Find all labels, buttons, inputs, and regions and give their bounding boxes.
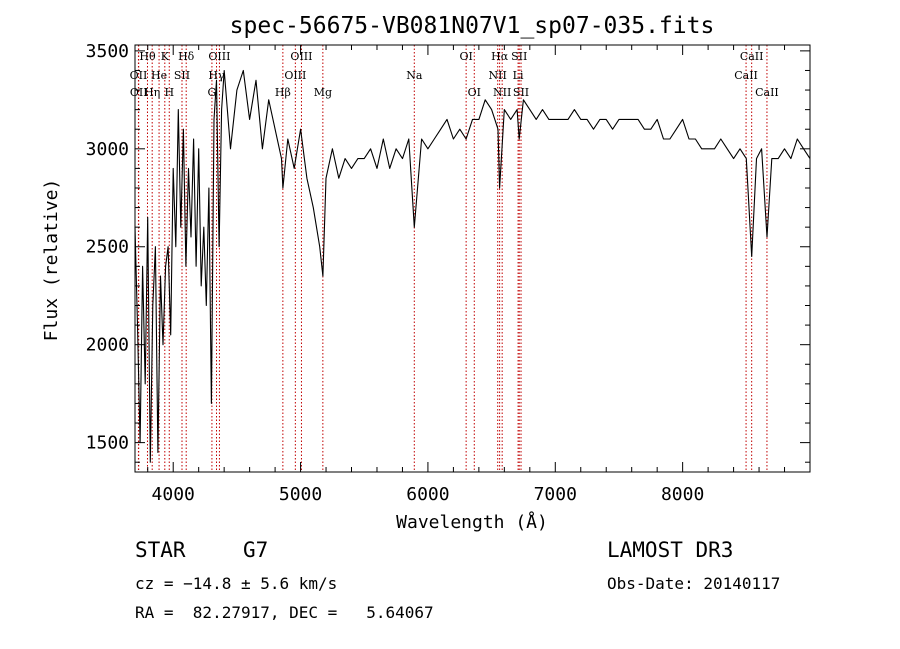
x-tick-label: 7000	[534, 484, 577, 505]
spectrum-series-0	[134, 69, 811, 463]
line-label-23: NII	[493, 86, 511, 99]
line-label-8: SII	[174, 69, 190, 82]
line-label-10: Hγ	[208, 69, 225, 82]
line-label-25: CaII	[740, 50, 764, 63]
line-label-5: He	[151, 69, 167, 82]
x-tick-label: 5000	[279, 484, 322, 505]
line-label-9: OIII	[208, 50, 230, 63]
x-axis-label: Wavelength (Å)	[396, 511, 548, 533]
line-label-15: Mg	[314, 86, 332, 99]
line-label-4: K	[161, 50, 170, 63]
series-layer	[134, 69, 811, 463]
spectral-line-markers	[137, 45, 768, 472]
line-label-12: OIII	[290, 50, 312, 63]
line-label-19: Hα	[491, 50, 509, 63]
x-tick-label: 4000	[152, 484, 195, 505]
line-label-0: Hθ	[139, 50, 156, 63]
x-tick-label: 6000	[406, 484, 449, 505]
chart-title: spec-56675-VB081N07V1_sp07-035.fits	[230, 13, 715, 39]
line-label-7: Hδ	[178, 50, 195, 63]
line-label-1: OII	[130, 69, 148, 82]
line-label-17: OI	[459, 50, 472, 63]
line-label-27: CaII	[755, 86, 779, 99]
x-tick-label: 8000	[661, 484, 704, 505]
y-tick-label: 3500	[86, 41, 129, 62]
survey-name: LAMOST DR3	[607, 538, 734, 562]
axis-ticks: 4000 5000 6000 7000 8000 1500 2000 2500 3000 3500	[86, 41, 811, 505]
y-tick-label: 1500	[86, 433, 129, 454]
coordinates: RA = 82.27917, DEC = 5.64067	[135, 603, 434, 622]
object-subclass: G7	[243, 538, 269, 562]
line-label-18: OI	[468, 86, 481, 99]
line-label-11: G	[208, 86, 217, 99]
line-label-6: H	[164, 86, 174, 99]
line-label-3: Hη	[144, 86, 160, 99]
line-label-16: Na	[406, 69, 423, 82]
obs-date: Obs-Date: 20140117	[607, 574, 781, 593]
plot-frame	[134, 44, 811, 473]
line-label-22: Li	[513, 69, 524, 82]
line-label-2: OII	[130, 86, 148, 99]
redshift-text: cz = −14.8 ± 5.6 km/s	[135, 574, 338, 593]
spectrum-chart: spec-56675-VB081N07V1_sp07-035.fits 4000…	[41, 13, 811, 533]
y-tick-label: 2500	[86, 237, 129, 258]
y-axis-label: Flux (relative)	[41, 179, 62, 342]
line-label-14: Hβ	[275, 86, 291, 99]
line-label-13: OIII	[284, 69, 306, 82]
line-label-21: NII	[489, 69, 507, 82]
y-tick-label: 3000	[86, 139, 129, 160]
line-label-20: SII	[511, 50, 527, 63]
y-tick-label: 2000	[86, 335, 129, 356]
line-label-24: SII	[513, 86, 529, 99]
line-label-26: CaII	[734, 69, 758, 82]
object-class: STAR	[135, 538, 186, 562]
